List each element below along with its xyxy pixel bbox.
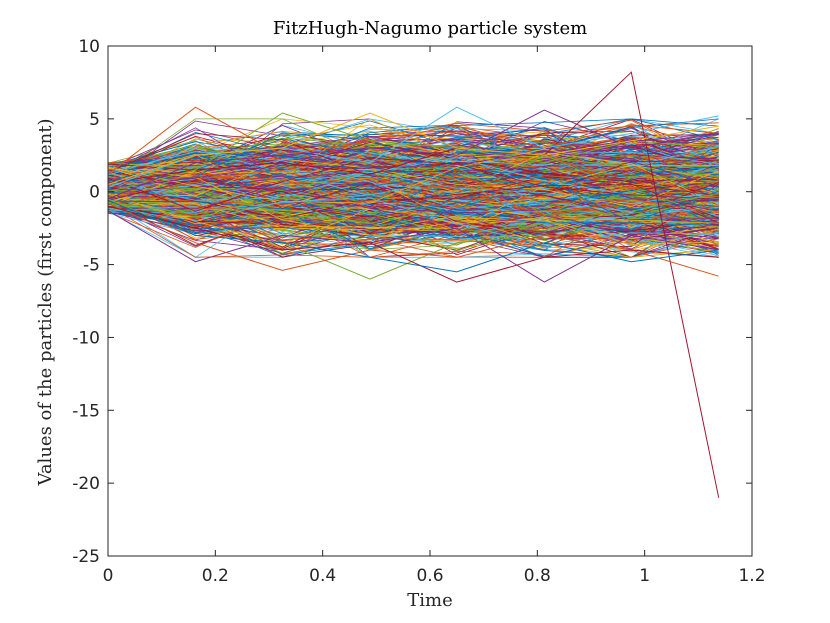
- particle-trajectory: [107, 138, 719, 208]
- y-tick-label: -20: [72, 474, 100, 494]
- x-tick-label: 0: [103, 566, 114, 586]
- particle-trajectory: [107, 176, 719, 214]
- particle-trajectory: [107, 186, 719, 216]
- particle-trajectory: [107, 175, 719, 213]
- particle-trajectory: [107, 151, 719, 213]
- y-tick-label: -5: [83, 256, 100, 276]
- y-axis-label: Values of the particles (first component…: [35, 118, 56, 486]
- particle-trajectory: [107, 179, 719, 205]
- chart-title: FitzHugh-Nagumo particle system: [273, 18, 587, 39]
- x-tick-label: 0.6: [416, 566, 443, 586]
- y-tick-label: 10: [78, 37, 100, 57]
- x-tick-label: 0.8: [524, 566, 551, 586]
- y-tick-label: 5: [89, 110, 100, 130]
- series-layer: [107, 118, 719, 258]
- y-axis-ticks: 10 5 0 -5 -10 -15 -20 -25: [72, 37, 752, 567]
- x-tick-label: 0.4: [309, 566, 336, 586]
- y-tick-label: -10: [72, 328, 100, 348]
- x-axis-label: Time: [407, 590, 452, 611]
- particle-trajectory: [107, 175, 719, 214]
- particle-trajectory: [107, 192, 719, 235]
- x-tick-label: 1.2: [738, 566, 765, 586]
- particle-trajectory: [107, 180, 719, 238]
- particle-trajectory: [107, 133, 719, 215]
- low-excursion-trajectory: [107, 210, 719, 283]
- x-axis-ticks: 0 0.2 0.4 0.6 0.8 1 1.2: [103, 46, 766, 586]
- yellow-peak-trajectory: [107, 112, 719, 185]
- outlier-trajectory: [107, 71, 720, 498]
- particle-trajectory: [107, 207, 719, 238]
- particle-trajectory: [107, 181, 719, 237]
- particle-trajectory: [107, 148, 719, 204]
- particle-trajectory: [107, 130, 719, 219]
- particle-trajectory: [107, 132, 719, 186]
- plot-area: 0 0.2 0.4 0.6 0.8 1 1.2 10 5 0 -5 -10 -15 -20 -25: [72, 37, 765, 586]
- particle-trajectory: [107, 180, 719, 224]
- x-tick-label: 0.2: [202, 566, 229, 586]
- particle-trajectory: [107, 171, 719, 204]
- particle-trajectory: [107, 127, 719, 180]
- y-tick-label: -15: [72, 401, 100, 421]
- particle-trajectory: [107, 132, 719, 194]
- blue-dip-trajectory: [107, 200, 719, 273]
- y-tick-label: -25: [72, 547, 100, 567]
- highlight-series-layer: [107, 71, 720, 498]
- particle-trajectory: [107, 158, 719, 208]
- particle-trajectory: [107, 198, 719, 234]
- particle-trajectory: [107, 195, 719, 226]
- particle-trajectory: [107, 184, 719, 238]
- red-dip-trajectory: [107, 205, 719, 283]
- particle-trajectory: [107, 131, 719, 229]
- green-peak-trajectory: [107, 112, 719, 193]
- particle-trajectory: [107, 172, 719, 224]
- particle-trajectory: [107, 197, 719, 258]
- particle-trajectory: [107, 166, 719, 201]
- y-tick-label: 0: [89, 183, 100, 203]
- particle-trajectory: [107, 186, 719, 238]
- particle-trajectory: [107, 197, 719, 246]
- particle-trajectory: [107, 151, 719, 209]
- particle-trajectory: [107, 163, 719, 235]
- particle-trajectory: [107, 193, 719, 246]
- particle-trajectory: [107, 164, 719, 230]
- particle-trajectory: [107, 170, 719, 252]
- particle-trajectory: [107, 169, 719, 251]
- particle-trajectory: [107, 152, 719, 198]
- purple-peak-trajectory: [107, 109, 719, 200]
- particle-trajectory: [107, 151, 719, 189]
- particle-trajectory: [107, 172, 719, 251]
- particle-trajectory: [107, 154, 719, 216]
- particle-trajectory: [107, 168, 719, 236]
- orange-dip-trajectory: [107, 202, 719, 277]
- particle-trajectory: [107, 171, 719, 225]
- high-excursion-trajectory: [107, 106, 719, 175]
- x-tick-label: 1: [639, 566, 650, 586]
- particle-trajectory: [107, 170, 719, 226]
